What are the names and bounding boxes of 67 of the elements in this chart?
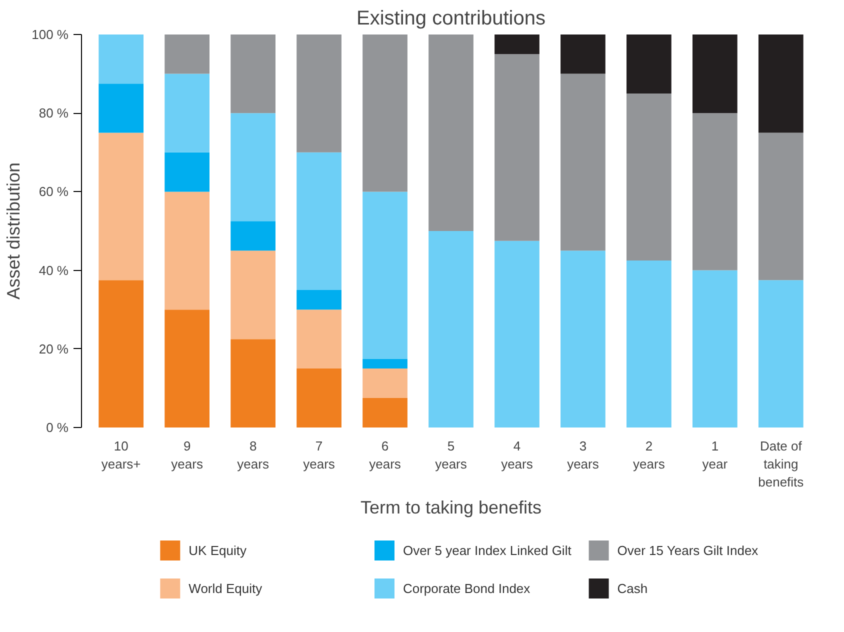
bar xyxy=(758,280,804,428)
bar xyxy=(296,152,342,290)
x-tick-label: 9 years xyxy=(171,438,204,472)
bar xyxy=(362,358,408,369)
bar xyxy=(230,221,276,251)
y-tick-label: 80 % xyxy=(38,106,69,121)
bar xyxy=(428,231,474,428)
x-tick-label: 5 years xyxy=(435,438,468,472)
bar xyxy=(560,74,606,251)
legend-label: World Equity xyxy=(188,581,263,596)
bar xyxy=(560,34,606,74)
x-tick-label: 6 years xyxy=(369,438,402,472)
legend-label: Over 5 year Index Linked Gilt xyxy=(402,543,572,558)
bar xyxy=(494,34,540,54)
bar xyxy=(98,132,144,280)
bar xyxy=(230,250,276,340)
bar xyxy=(362,192,408,359)
x-tick-label: 4 years xyxy=(501,438,534,472)
bar xyxy=(230,113,276,222)
bar xyxy=(98,34,144,84)
y-tick-label: 20 % xyxy=(38,341,69,356)
y-tick-label: 40 % xyxy=(38,262,69,278)
x-axis-title: Term to taking benefits xyxy=(360,498,542,518)
bar xyxy=(560,250,606,428)
x-tick-label: 2 years xyxy=(633,438,666,472)
bar xyxy=(164,310,210,428)
bar xyxy=(362,34,408,192)
y-tick-label: 60 % xyxy=(38,184,69,200)
bar xyxy=(296,368,342,428)
y-tick-label: 0 % xyxy=(46,420,69,435)
bar xyxy=(98,280,144,428)
x-tick-label: 8 years xyxy=(237,438,270,472)
bar xyxy=(758,34,804,133)
x-tick-label: 7 years xyxy=(303,438,336,472)
x-tick-label: 3 years xyxy=(567,438,600,472)
bar xyxy=(98,84,144,133)
bar xyxy=(164,192,210,310)
bar xyxy=(692,113,738,270)
x-tick-label: 1 year xyxy=(702,438,728,472)
bar xyxy=(362,368,408,398)
legend-label: Cash xyxy=(617,581,648,596)
legend-label: UK Equity xyxy=(188,543,247,558)
bar xyxy=(758,132,804,280)
bar xyxy=(626,260,672,428)
bar xyxy=(428,34,474,231)
bar xyxy=(296,34,342,152)
bar xyxy=(230,339,276,428)
bar xyxy=(626,93,672,260)
bar xyxy=(494,240,540,428)
bar xyxy=(230,34,276,114)
y-tick-label: 100 % xyxy=(32,27,69,42)
legend-label: Corporate Bond Index xyxy=(402,581,531,596)
bar xyxy=(692,34,738,114)
legend-label: Over 15 Years Gilt Index xyxy=(617,543,759,558)
bar xyxy=(164,152,210,192)
bar xyxy=(296,290,342,310)
bar xyxy=(164,74,210,152)
bar xyxy=(494,54,540,241)
y-axis-title: Asset distribution xyxy=(4,162,24,300)
chart-title: Existing contributions xyxy=(356,8,546,30)
x-tick-label: Date of taking benefits xyxy=(758,438,804,490)
bar xyxy=(296,310,342,369)
bar xyxy=(164,34,210,74)
bar xyxy=(626,34,672,94)
bar xyxy=(362,398,408,428)
bar xyxy=(692,270,738,428)
x-tick-label: 10 years+ xyxy=(101,438,141,472)
